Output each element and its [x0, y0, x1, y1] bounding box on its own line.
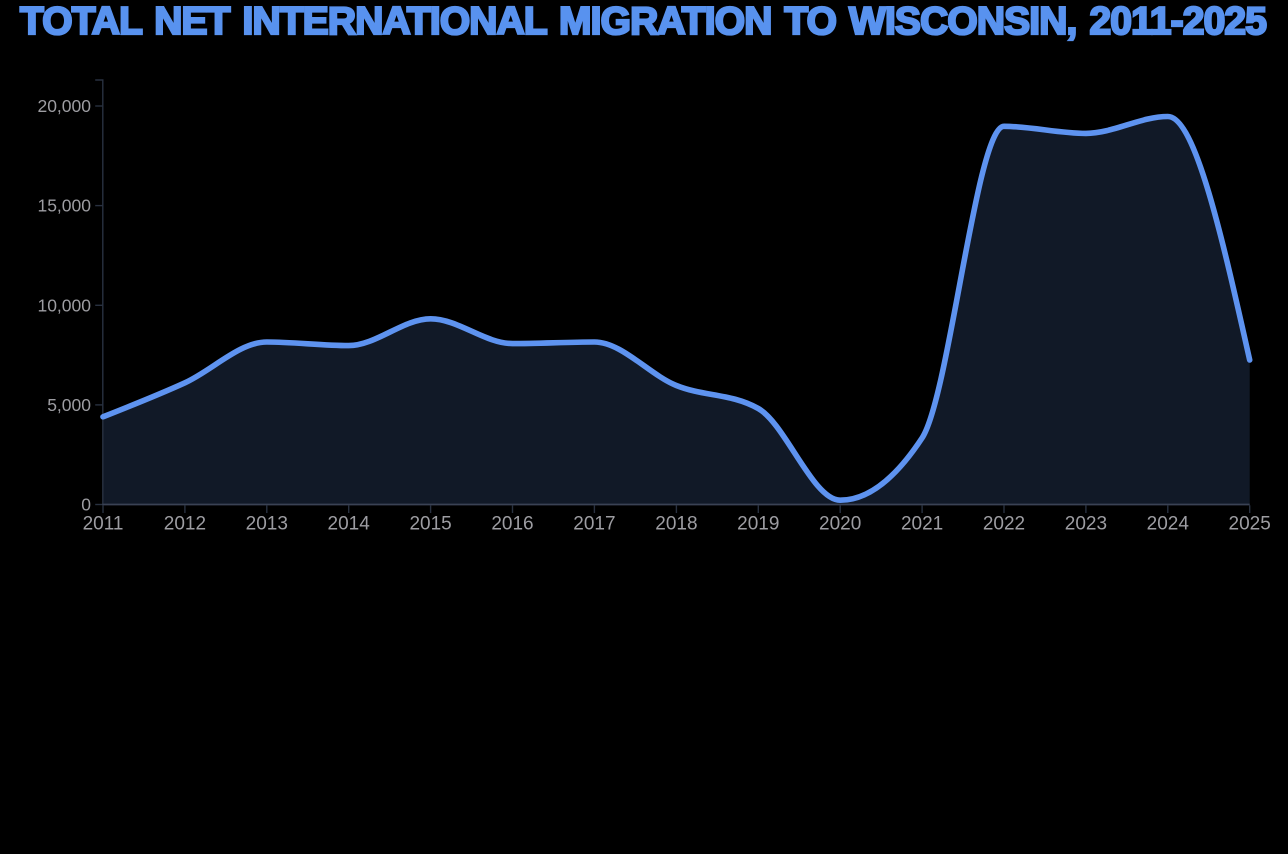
svg-text:2012: 2012: [164, 514, 206, 535]
svg-text:2020: 2020: [819, 514, 861, 535]
svg-text:2019: 2019: [737, 514, 779, 535]
svg-text:2015: 2015: [409, 514, 451, 535]
svg-text:2018: 2018: [655, 514, 697, 535]
svg-text:2021: 2021: [901, 514, 943, 535]
svg-text:2022: 2022: [983, 514, 1025, 535]
svg-text:5,000: 5,000: [47, 395, 91, 415]
svg-text:2014: 2014: [328, 514, 371, 535]
svg-text:2025: 2025: [1229, 514, 1271, 535]
svg-text:2017: 2017: [573, 514, 615, 535]
svg-text:2013: 2013: [246, 514, 288, 535]
svg-text:2011: 2011: [83, 514, 124, 535]
svg-text:0: 0: [81, 495, 91, 515]
svg-text:10,000: 10,000: [37, 295, 91, 315]
svg-text:15,000: 15,000: [37, 196, 91, 216]
svg-text:2023: 2023: [1065, 514, 1107, 535]
svg-text:2016: 2016: [491, 514, 533, 535]
svg-text:2024: 2024: [1147, 514, 1190, 535]
svg-text:20,000: 20,000: [37, 96, 91, 116]
